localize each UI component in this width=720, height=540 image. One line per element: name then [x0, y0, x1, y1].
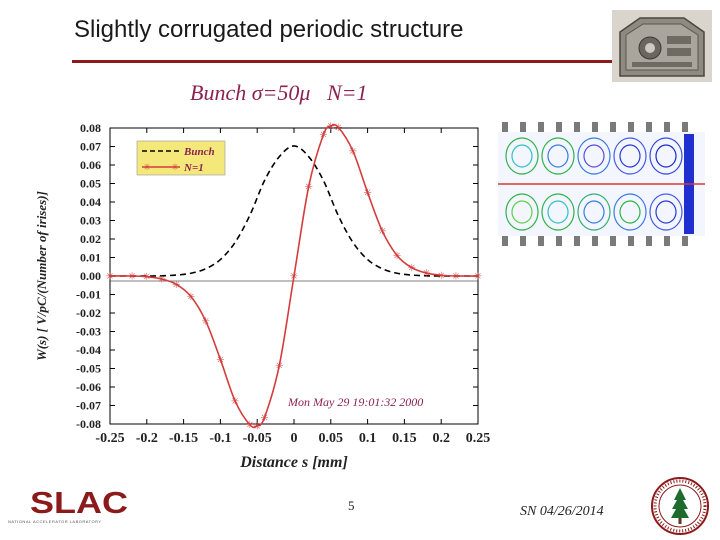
series-point-n-1: ✳ [246, 420, 254, 431]
series-point-n-1: ✳ [290, 272, 298, 283]
series-line-n-1 [109, 123, 479, 429]
x-tick-label: -0.1 [209, 431, 231, 446]
title-rule [72, 60, 617, 63]
slac-logo-text: SLAC [30, 485, 128, 518]
series-point-n-1: ✳ [474, 272, 482, 283]
y-tick-label: 0.00 [80, 269, 101, 283]
chart-title: Bunch σ=50μ N=1 [190, 80, 368, 105]
series-line-bunch [109, 145, 479, 277]
y-tick-label: 0.01 [80, 251, 101, 265]
x-axis-label: Distance s [mm] [239, 454, 348, 471]
series-point-n-1: ✳ [201, 316, 209, 327]
series-point-n-1: ✳ [334, 123, 342, 134]
legend-n1-label: N=1 [183, 162, 204, 174]
series-point-n-1: ✳ [157, 274, 165, 285]
series-point-n-1: ✳ [452, 272, 460, 283]
x-tick-label: -0.2 [136, 431, 158, 446]
field-pattern-image [498, 120, 705, 248]
structure-photo [612, 10, 712, 82]
series-point-n-1: ✳ [253, 421, 261, 432]
legend-box [136, 140, 226, 176]
x-tick-label: 0.05 [319, 431, 344, 446]
legend-bunch-label: Bunch [183, 146, 215, 158]
y-tick-label: 0.04 [80, 195, 101, 209]
series-point-n-1: ✳ [319, 130, 327, 141]
y-tick-label: 0.05 [80, 177, 101, 191]
slide-title: Slightly corrugated periodic structure [74, 16, 464, 43]
series-point-n-1: ✳ [128, 272, 136, 283]
series-point-n-1: ✳ [327, 122, 335, 133]
footer-date: SN 04/26/2014 [520, 504, 604, 519]
x-tick-label: 0.2 [432, 431, 450, 446]
legend-n1-marker: ✳ [171, 162, 179, 172]
series-point-n-1: ✳ [437, 271, 445, 282]
y-tick-label: 0.08 [80, 121, 101, 135]
university-seal [651, 477, 709, 535]
series-point-n-1: ✳ [172, 280, 180, 291]
series-point-n-1: ✳ [305, 182, 313, 193]
y-tick-label: -0.04 [76, 343, 101, 357]
series-point-n-1: ✳ [408, 263, 416, 274]
x-tick-label: 0.25 [466, 431, 491, 446]
series-point-n-1: ✳ [275, 361, 283, 372]
series-point-n-1: ✳ [349, 146, 357, 157]
y-tick-label: 0.06 [80, 158, 101, 172]
legend: Bunch ✳ ✳ N=1 [136, 140, 226, 176]
series-point-n-1: ✳ [393, 251, 401, 262]
page-number: 5 [348, 498, 355, 513]
y-tick-label: -0.06 [76, 380, 101, 394]
series-point-n-1: ✳ [187, 292, 195, 303]
series-point-n-1: ✳ [143, 272, 151, 283]
x-tick-label: 0.15 [392, 431, 417, 446]
y-tick-label: 0.07 [80, 140, 101, 154]
y-tick-label: -0.08 [76, 417, 101, 431]
y-tick-label: -0.01 [76, 288, 101, 302]
x-tick-label: -0.05 [243, 431, 272, 446]
y-tick-label: -0.05 [76, 362, 101, 376]
y-ticks: 0.08 0.07 0.06 0.05 0.04 0.03 0.02 0.01 0.00 -0.0… [76, 121, 478, 431]
slac-logo: SLAC [30, 485, 128, 518]
series-point-n-1: ✳ [216, 355, 224, 366]
series-point-n-1: ✳ [231, 397, 239, 408]
series-layer: ✳ ✳ ✳ ✳ ✳✳✳✳✳✳✳✳✳✳✳✳✳✳✳✳✳✳✳ ✳ ✳ ✳ ✳ [106, 122, 482, 433]
y-axis-label: W(s) [ V/pC/(Number of irises)] [34, 191, 49, 361]
x-tick-label: -0.15 [169, 431, 198, 446]
y-tick-label: -0.03 [76, 325, 101, 339]
legend-n1-marker: ✳ [143, 162, 151, 172]
series-point-n-1: ✳ [378, 227, 386, 238]
x-tick-label: 0.1 [359, 431, 377, 446]
series-point-n-1: ✳ [422, 269, 430, 280]
series-point-n-1: ✳ [260, 413, 268, 424]
x-ticks: -0.25 -0.2 -0.15 -0.1 -0.05 0 0.05 0.1 0.15 0.2 0.… [95, 128, 490, 446]
x-tick-label: -0.25 [95, 431, 124, 446]
y-tick-label: -0.07 [76, 399, 101, 413]
y-tick-label: -0.02 [76, 306, 101, 320]
slac-caption: NATIONAL ACCELERATOR LABORATORY [8, 519, 102, 524]
y-tick-label: 0.03 [80, 214, 101, 228]
series-point-n-1: ✳ [106, 272, 114, 283]
series-point-n-1: ✳ [363, 188, 371, 199]
y-tick-label: 0.02 [80, 232, 101, 246]
chart-annotation: Mon May 29 19:01:32 2000 [287, 395, 423, 409]
x-tick-label: 0 [291, 431, 298, 446]
